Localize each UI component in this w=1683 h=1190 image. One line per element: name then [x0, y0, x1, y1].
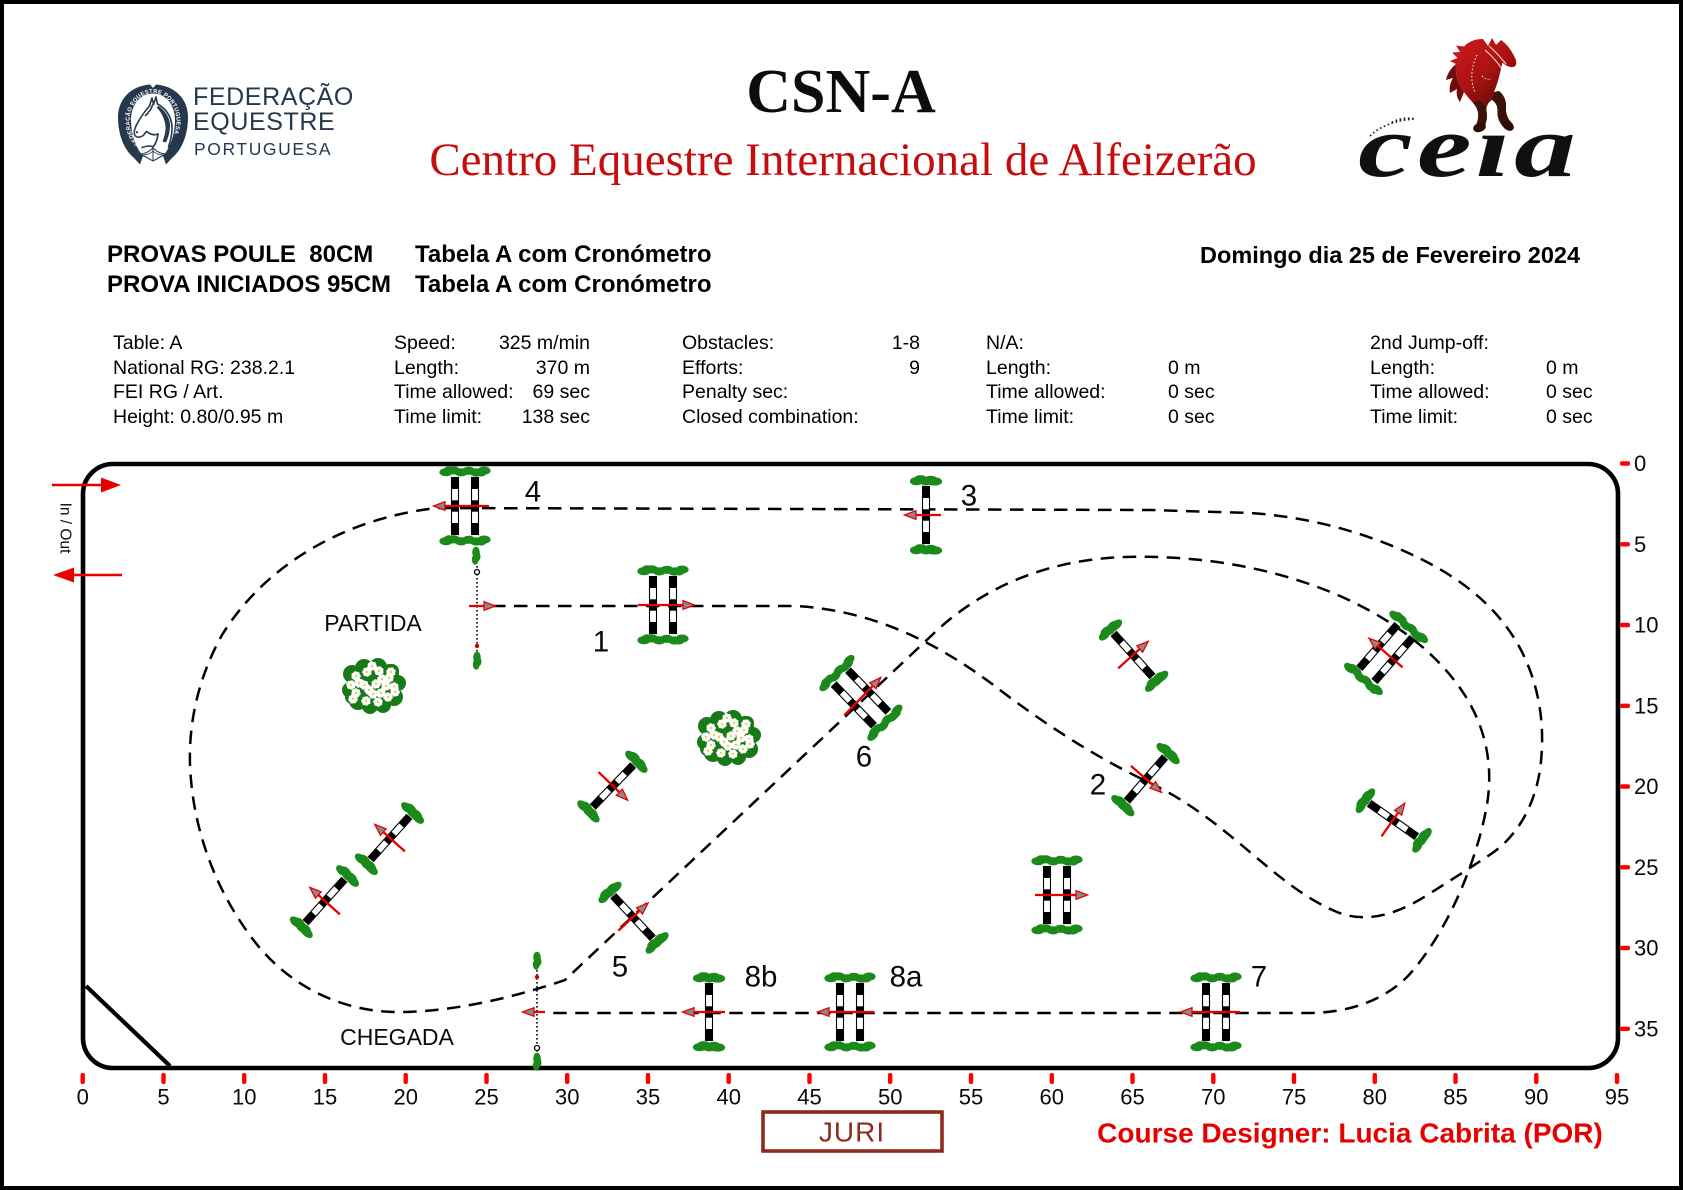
svg-text:95: 95: [1605, 1085, 1629, 1110]
svg-text:55: 55: [959, 1085, 983, 1110]
svg-text:15: 15: [313, 1085, 337, 1110]
svg-text:5: 5: [612, 951, 628, 984]
svg-text:35: 35: [1634, 1016, 1658, 1041]
svg-text:50: 50: [878, 1085, 902, 1110]
svg-text:0: 0: [77, 1085, 89, 1110]
svg-text:Course Designer: Lucia Cabrita: Course Designer: Lucia Cabrita (POR): [1097, 1118, 1603, 1149]
svg-text:3: 3: [961, 480, 977, 513]
svg-text:8a: 8a: [890, 961, 923, 994]
svg-text:0: 0: [1634, 451, 1646, 476]
svg-text:45: 45: [797, 1085, 821, 1110]
svg-text:20: 20: [1634, 774, 1658, 799]
svg-text:4: 4: [525, 476, 541, 509]
svg-text:10: 10: [232, 1085, 256, 1110]
svg-text:40: 40: [716, 1085, 740, 1110]
svg-text:ceıa: ceıa: [1358, 99, 1580, 196]
svg-text:2: 2: [1090, 769, 1106, 802]
svg-text:In / Out: In / Out: [57, 503, 74, 555]
svg-text:60: 60: [1040, 1085, 1064, 1110]
svg-text:CHEGADA: CHEGADA: [340, 1024, 454, 1050]
svg-text:15: 15: [1634, 693, 1658, 718]
svg-text:20: 20: [393, 1085, 417, 1110]
svg-text:30: 30: [1634, 936, 1658, 961]
svg-text:35: 35: [636, 1085, 660, 1110]
svg-text:PARTIDA: PARTIDA: [324, 610, 422, 636]
svg-text:80: 80: [1363, 1085, 1387, 1110]
svg-text:10: 10: [1634, 613, 1658, 638]
svg-text:25: 25: [474, 1085, 498, 1110]
svg-text:85: 85: [1443, 1085, 1467, 1110]
svg-text:6: 6: [856, 741, 872, 774]
svg-text:5: 5: [157, 1085, 169, 1110]
svg-text:JURI: JURI: [819, 1117, 885, 1148]
svg-text:70: 70: [1201, 1085, 1225, 1110]
svg-text:8b: 8b: [745, 961, 778, 994]
svg-text:65: 65: [1120, 1085, 1144, 1110]
svg-text:30: 30: [555, 1085, 579, 1110]
svg-text:7: 7: [1251, 961, 1267, 994]
svg-text:25: 25: [1634, 855, 1658, 880]
svg-text:75: 75: [1282, 1085, 1306, 1110]
svg-text:90: 90: [1524, 1085, 1548, 1110]
svg-text:5: 5: [1634, 532, 1646, 557]
svg-text:1: 1: [593, 626, 609, 659]
